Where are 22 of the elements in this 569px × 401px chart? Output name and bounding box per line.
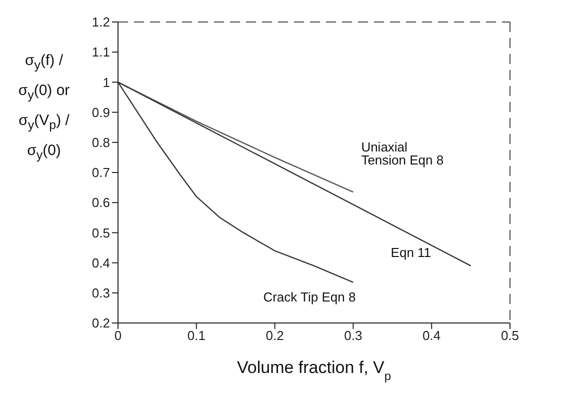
x-tick-label: 0.3 xyxy=(344,328,362,344)
series-label: Eqn 11 xyxy=(390,245,432,260)
y-tick-label: 0.4 xyxy=(92,255,110,270)
y-tick-label: 0.8 xyxy=(92,135,110,150)
x-tick-label: 0.5 xyxy=(500,328,520,344)
x-tick-label: 0.2 xyxy=(266,328,284,344)
y-tick-label: 0.6 xyxy=(92,195,110,210)
text: σ$_{y}$(f) / σ$_{y}$(0) or σ$_{y}$(V$_{p}$) / σ$_{y}$(0) xyxy=(18,52,70,162)
y-tick-label: 1.2 xyxy=(92,14,110,30)
y-tick-label: 0.5 xyxy=(92,225,110,240)
y-tick-label: 0.7 xyxy=(92,165,110,180)
y-tick-label: 1.1 xyxy=(92,44,110,60)
y-tick-label: 0.9 xyxy=(92,104,110,120)
y-tick-label: 1 xyxy=(102,74,110,90)
x-axis-title: Volume fraction f, V$_{p}$ xyxy=(236,358,392,383)
y-tick-label: 0.3 xyxy=(92,286,110,301)
y-tick-label: 0.2 xyxy=(92,316,110,331)
x-tick-label: 0 xyxy=(114,328,122,344)
series-label: Uniaxial Tension Eqn 8 xyxy=(361,139,444,168)
series-label: Crack Tip Eqn 8 xyxy=(263,290,356,305)
x-tick-label: 0.4 xyxy=(422,328,441,344)
x-tick-label: 0.1 xyxy=(187,328,206,344)
